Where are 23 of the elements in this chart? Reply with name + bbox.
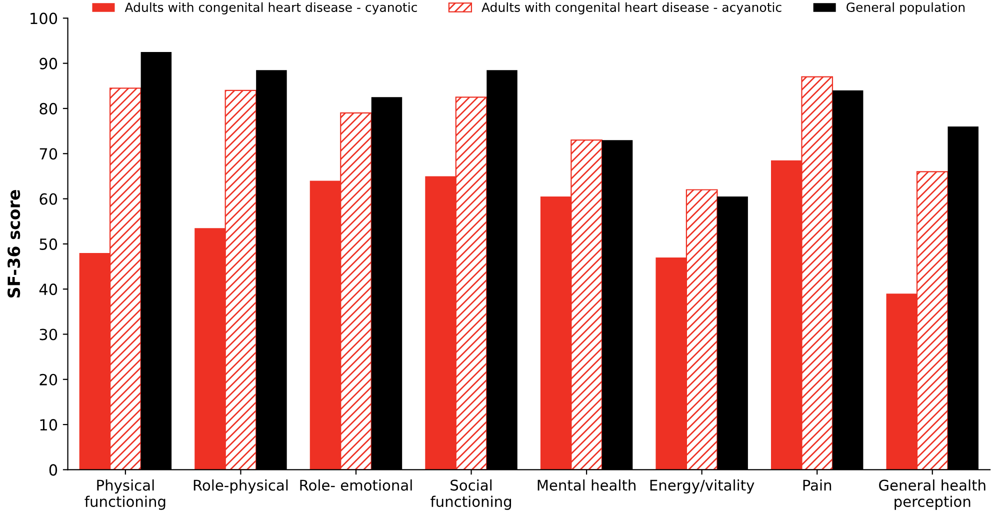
x-tick-label: Role- emotional — [300, 479, 412, 491]
x-tick-label: General health perception — [879, 479, 986, 510]
y-tick-label: 90 — [40, 58, 58, 70]
y-tick-label: 0 — [49, 464, 58, 476]
y-tick-label: 20 — [40, 374, 58, 386]
y-tick-label: 50 — [40, 238, 58, 250]
x-tick-label: Energy/vitality — [650, 479, 754, 494]
y-axis-title: SF-36 score — [8, 190, 20, 298]
y-tick-label: 70 — [40, 148, 58, 160]
y-tick-label: 60 — [40, 193, 58, 205]
y-tick-label: 100 — [30, 12, 58, 24]
x-tick-label: Role-physical — [194, 479, 288, 494]
x-tick-label: Physical functioning — [84, 479, 166, 510]
legend-label: Adults with congenital heart disease - cyanotic — [124, 2, 417, 14]
y-tick-label: 10 — [40, 419, 58, 431]
y-tick-label: 30 — [40, 328, 58, 340]
x-tick-label: Social functioning — [430, 479, 512, 510]
legend-label: Adults with congenital heart disease - acyanotic — [482, 2, 782, 14]
x-tick-label: Mental health — [538, 479, 636, 491]
y-tick-label: 40 — [39, 284, 58, 296]
legend-label: General population — [846, 2, 965, 14]
x-tick-label: Pain — [803, 479, 832, 491]
y-tick-label: 80 — [40, 102, 58, 114]
